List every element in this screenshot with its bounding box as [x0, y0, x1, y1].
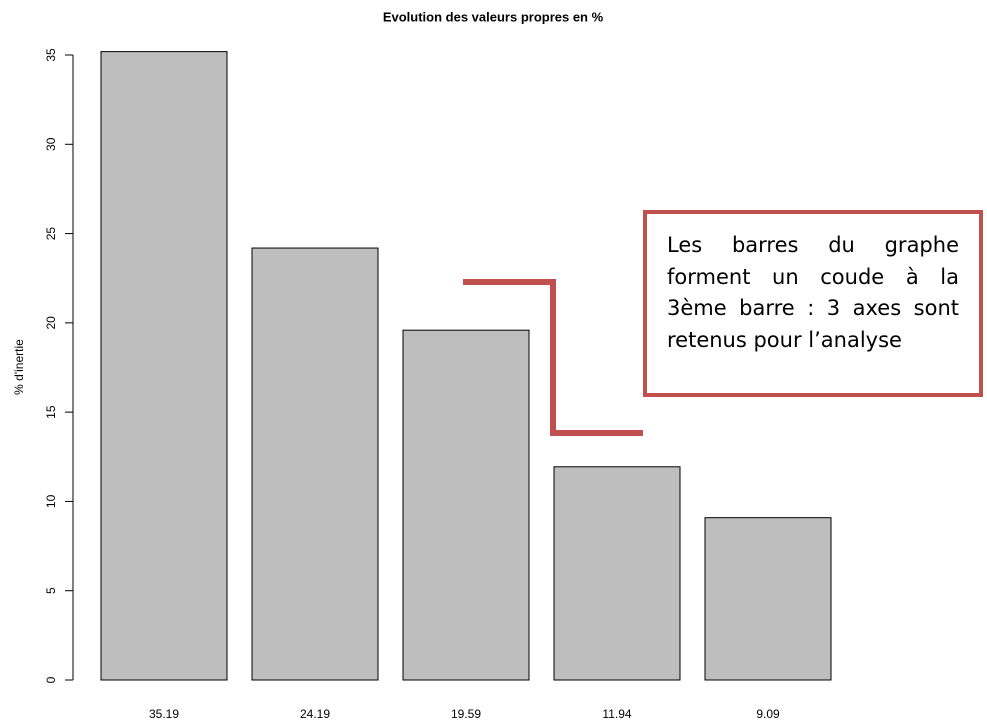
y-tick-label: 25: [44, 227, 58, 241]
y-tick-label: 30: [44, 137, 58, 151]
y-tick-label: 10: [44, 494, 58, 508]
bar: [553, 466, 681, 681]
annotation: Les barres du graphe forment un coude à …: [643, 210, 983, 397]
bar: [100, 51, 228, 681]
y-tick-label: 15: [44, 405, 58, 419]
x-tick-label: 19.59: [451, 707, 481, 721]
y-tick-label: 0: [44, 676, 58, 683]
elbow-marker: [463, 279, 643, 436]
bar: [402, 329, 530, 681]
bar: [251, 247, 379, 681]
x-tick-label: 24.19: [300, 707, 330, 721]
bar: [704, 517, 832, 681]
x-tick-label: 9.09: [756, 707, 780, 721]
y-tick-label: 35: [44, 48, 58, 62]
x-tick-label: 35.19: [149, 707, 179, 721]
y-tick-label: 5: [44, 587, 58, 594]
chart-title: Evolution des valeurs propres en %: [383, 9, 604, 24]
y-tick-label: 20: [44, 316, 58, 330]
y-axis-label: % d'inertie: [12, 339, 26, 395]
x-tick-label: 11.94: [602, 707, 631, 721]
